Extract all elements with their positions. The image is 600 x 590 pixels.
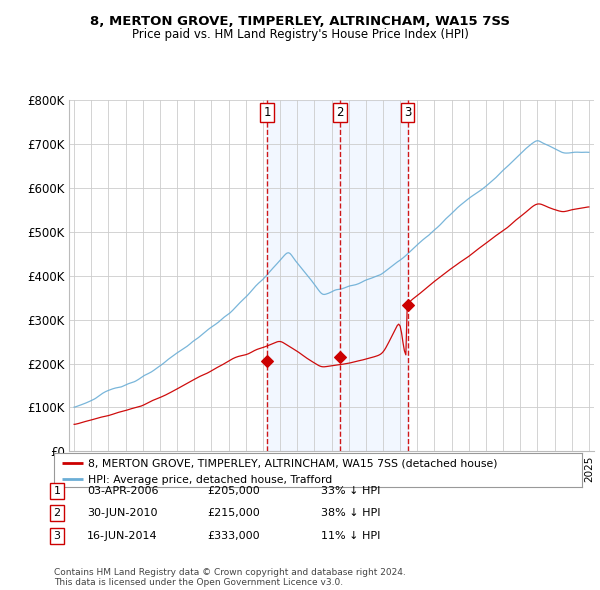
Text: 30-JUN-2010: 30-JUN-2010 bbox=[87, 509, 157, 518]
Text: 3: 3 bbox=[404, 106, 412, 119]
Text: Contains HM Land Registry data © Crown copyright and database right 2024.
This d: Contains HM Land Registry data © Crown c… bbox=[54, 568, 406, 587]
Point bbox=[403, 300, 413, 310]
Text: 1: 1 bbox=[263, 106, 271, 119]
Text: 8, MERTON GROVE, TIMPERLEY, ALTRINCHAM, WA15 7SS (detached house): 8, MERTON GROVE, TIMPERLEY, ALTRINCHAM, … bbox=[88, 458, 498, 468]
Bar bbox=[267, 100, 408, 451]
Text: 2: 2 bbox=[337, 106, 344, 119]
Point bbox=[335, 352, 345, 362]
Text: £215,000: £215,000 bbox=[207, 509, 260, 518]
Text: 33% ↓ HPI: 33% ↓ HPI bbox=[321, 486, 380, 496]
Text: 3: 3 bbox=[53, 531, 61, 540]
Point bbox=[262, 357, 272, 366]
Text: £333,000: £333,000 bbox=[207, 531, 260, 540]
Text: £205,000: £205,000 bbox=[207, 486, 260, 496]
Text: 2: 2 bbox=[53, 509, 61, 518]
Text: 16-JUN-2014: 16-JUN-2014 bbox=[87, 531, 158, 540]
Text: 03-APR-2006: 03-APR-2006 bbox=[87, 486, 158, 496]
Text: 38% ↓ HPI: 38% ↓ HPI bbox=[321, 509, 380, 518]
Text: 1: 1 bbox=[53, 486, 61, 496]
Text: HPI: Average price, detached house, Trafford: HPI: Average price, detached house, Traf… bbox=[88, 475, 332, 485]
Text: 8, MERTON GROVE, TIMPERLEY, ALTRINCHAM, WA15 7SS: 8, MERTON GROVE, TIMPERLEY, ALTRINCHAM, … bbox=[90, 15, 510, 28]
Text: 11% ↓ HPI: 11% ↓ HPI bbox=[321, 531, 380, 540]
Text: Price paid vs. HM Land Registry's House Price Index (HPI): Price paid vs. HM Land Registry's House … bbox=[131, 28, 469, 41]
